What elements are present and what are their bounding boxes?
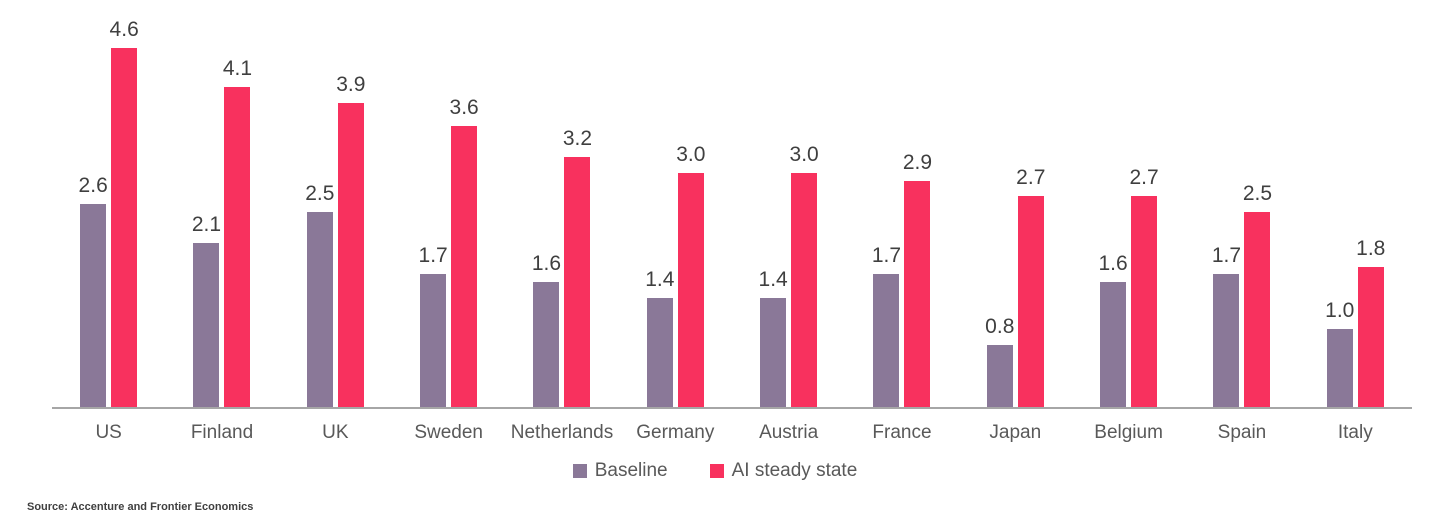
legend: Baseline AI steady state [0,460,1430,482]
category-label-germany: Germany [636,422,715,443]
category-label-italy: Italy [1337,422,1373,443]
category-axis: US Finland UK Sweden Netherlands Germany Austr… [52,409,1412,444]
category-label-france: France [872,422,932,443]
bar-ai-steady-state-us: 4.6 [110,18,139,407]
bar-baseline-finland: 2.1 [192,213,221,407]
category-label-sweden: Sweden [414,422,483,443]
legend-item-baseline: Baseline [572,460,668,482]
bar-group-japan: 0.8 2.7 [959,0,1072,407]
category-label-uk: UK [322,422,349,443]
bar-value-label-ai-steady-state-germany: 3.0 [676,143,706,166]
bar-baseline-germany: 1.4 [645,268,674,407]
bar-value-label-ai-steady-state-france: 2.9 [902,150,933,174]
bar-ai-steady-state-japan: 2.7 [1016,166,1045,407]
legend-swatch-baseline [572,464,587,478]
bar-baseline-sweden: 1.7 [419,244,448,407]
bar-value-label-baseline-uk: 2.5 [305,182,335,205]
bar-value-label-ai-steady-state-us: 4.6 [109,18,139,42]
bar-group-sweden: 1.7 3.6 [392,0,505,407]
bar-ai-steady-state-germany: 3.0 [676,143,705,407]
bar-group-france: 1.7 2.9 [845,0,958,407]
bar-value-label-ai-steady-state-italy: 1.8 [1356,236,1386,260]
bar-value-label-ai-steady-state-sweden: 3.6 [449,96,479,120]
bar-group-germany: 1.4 3.0 [619,0,732,407]
bar-value-label-ai-steady-state-austria: 3.0 [789,143,819,166]
bar-group-netherlands: 1.6 3.2 [505,0,618,407]
category-label-austria: Austria [759,422,819,443]
legend-label-baseline: Baseline [594,460,668,481]
bar-group-austria: 1.4 3.0 [732,0,845,407]
legend-swatch-ai-steady-state [709,464,724,478]
bar-group-italy: 1.0 1.8 [1299,0,1412,407]
bar-value-label-baseline-belgium: 1.6 [1098,252,1128,276]
category-label-netherlands: Netherlands [510,422,614,443]
bar-baseline-austria: 1.4 [759,268,788,407]
bar-value-label-baseline-italy: 1.0 [1325,299,1355,322]
bar-baseline-italy: 1.0 [1325,299,1354,407]
bar-value-label-ai-steady-state-uk: 3.9 [336,72,366,96]
bar-group-belgium: 1.6 2.7 [1072,0,1185,407]
bar-value-label-baseline-us: 2.6 [78,174,108,198]
source-note: Source: Accenture and Frontier Economics [27,501,254,513]
plot-area: 2.6 4.6 2.1 4.1 2.5 3.9 1.7 3.6 1.6 3.2 1.4 3.0 1.4 3… [52,0,1412,409]
bar-baseline-us: 2.6 [79,174,108,407]
bar-ai-steady-state-france: 2.9 [903,151,932,407]
category-label-japan: Japan [989,422,1042,443]
bar-value-label-ai-steady-state-finland: 4.1 [222,57,253,81]
bar-ai-steady-state-uk: 3.9 [336,73,365,407]
bar-ai-steady-state-austria: 3.0 [790,143,819,407]
bar-group-finland: 2.1 4.1 [165,0,278,407]
bar-value-label-baseline-spain: 1.7 [1211,244,1242,268]
bar-baseline-france: 1.7 [872,244,901,407]
bar-value-label-baseline-austria: 1.4 [758,267,788,291]
bar-ai-steady-state-spain: 2.5 [1243,182,1272,407]
bar-group-spain: 1.7 2.5 [1185,0,1298,407]
bar-value-label-ai-steady-state-spain: 2.5 [1242,182,1273,205]
bar-value-label-ai-steady-state-japan: 2.7 [1016,166,1046,190]
bar-baseline-uk: 2.5 [305,182,334,407]
bar-group-uk: 2.5 3.9 [279,0,392,407]
bar-value-label-baseline-france: 1.7 [871,244,902,268]
bar-value-label-baseline-japan: 0.8 [985,314,1015,338]
category-label-spain: Spain [1217,422,1267,443]
bar-baseline-belgium: 1.6 [1099,252,1128,407]
bar-baseline-spain: 1.7 [1212,244,1241,407]
category-label-us: US [95,422,122,443]
legend-item-ai-steady-state: AI steady state [709,460,858,482]
bar-baseline-japan: 0.8 [985,315,1014,407]
bar-value-label-ai-steady-state-netherlands: 3.2 [562,127,593,151]
bar-value-label-ai-steady-state-belgium: 2.7 [1129,166,1159,190]
bar-ai-steady-state-sweden: 3.6 [450,96,479,407]
bar-ai-steady-state-netherlands: 3.2 [563,127,592,407]
category-label-finland: Finland [190,422,254,443]
bar-ai-steady-state-italy: 1.8 [1356,237,1385,407]
bar-value-label-baseline-netherlands: 1.6 [531,252,562,276]
category-label-belgium: Belgium [1094,422,1163,443]
bar-group-us: 2.6 4.6 [52,0,165,407]
bar-value-label-baseline-germany: 1.4 [645,267,675,291]
bar-value-label-baseline-sweden: 1.7 [418,244,448,268]
bar-value-label-baseline-finland: 2.1 [191,213,222,237]
bar-ai-steady-state-finland: 4.1 [223,57,252,407]
bar-ai-steady-state-belgium: 2.7 [1130,166,1159,407]
legend-label-ai-steady-state: AI steady state [731,460,858,481]
bar-baseline-netherlands: 1.6 [532,252,561,407]
